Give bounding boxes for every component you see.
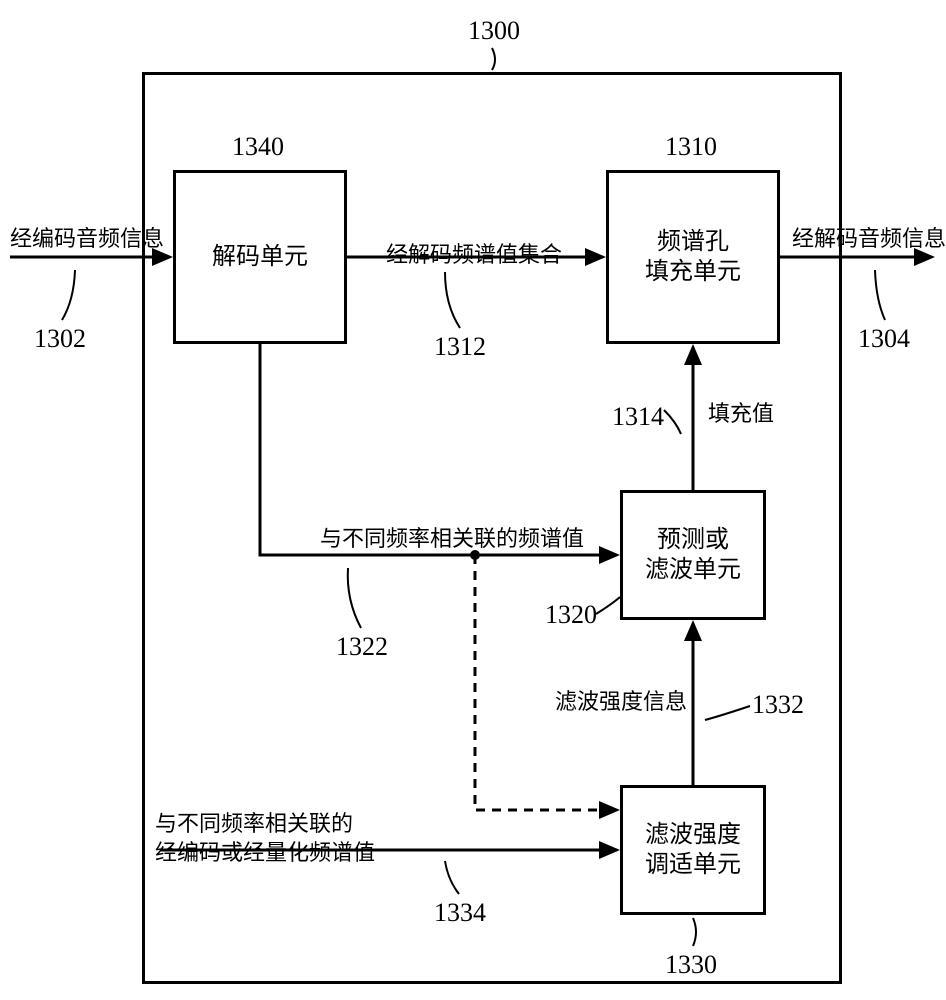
block-1330-line2: 调适单元 bbox=[645, 852, 741, 878]
block-1310-spectral-hole-fill-unit: 频谱孔 填充单元 bbox=[606, 170, 780, 344]
block-1310-line1: 频谱孔 bbox=[657, 229, 729, 255]
signal-1334-line2: 经编码或经量化频谱值 bbox=[155, 840, 375, 865]
block-1320-predict-or-filter-unit: 预测或 滤波单元 bbox=[620, 490, 766, 620]
signal-1334-line1: 与不同频率相关联的 bbox=[155, 811, 353, 836]
signal-1302-label: 经编码音频信息 bbox=[10, 225, 164, 254]
block-1310-text: 频谱孔 填充单元 bbox=[645, 227, 741, 287]
ref-1332: 1332 bbox=[752, 688, 804, 722]
block-1320-line2: 滤波单元 bbox=[645, 557, 741, 583]
ref-1322: 1322 bbox=[336, 630, 388, 664]
ref-1314: 1314 bbox=[612, 400, 664, 434]
block-1320-text: 预测或 滤波单元 bbox=[645, 525, 741, 585]
block-1340-decode-unit: 解码单元 bbox=[173, 170, 347, 344]
ref-1304: 1304 bbox=[858, 322, 910, 356]
leader-1300 bbox=[492, 48, 495, 70]
block-1320-line1: 预测或 bbox=[657, 527, 729, 553]
ref-1302: 1302 bbox=[34, 322, 86, 356]
ref-1320: 1320 bbox=[545, 598, 597, 632]
block-1340-text: 解码单元 bbox=[212, 242, 308, 272]
diagram-canvas: 解码单元 频谱孔 填充单元 预测或 滤波单元 滤波强度 调适单元 1300 13… bbox=[0, 0, 946, 1000]
block-1310-line2: 填充单元 bbox=[645, 259, 741, 285]
signal-1334-label: 与不同频率相关联的 经编码或经量化频谱值 bbox=[155, 810, 415, 867]
ref-1300: 1300 bbox=[468, 14, 520, 48]
signal-1304-label: 经解码音频信息 bbox=[792, 225, 946, 254]
signal-1322-label: 与不同频率相关联的频谱值 bbox=[320, 525, 584, 554]
block-1330-filter-strength-adapt-unit: 滤波强度 调适单元 bbox=[620, 785, 766, 915]
leader-1304 bbox=[875, 270, 885, 320]
signal-1314-label: 填充值 bbox=[708, 400, 774, 429]
leader-1302 bbox=[62, 270, 75, 320]
block-1330-text: 滤波强度 调适单元 bbox=[645, 820, 741, 880]
ref-1310: 1310 bbox=[665, 130, 717, 164]
ref-1312: 1312 bbox=[434, 330, 486, 364]
signal-1332-label: 滤波强度信息 bbox=[555, 688, 687, 717]
signal-1312-label: 经解码频谱值集合 bbox=[386, 241, 562, 270]
ref-1340: 1340 bbox=[232, 130, 284, 164]
ref-1330: 1330 bbox=[665, 948, 717, 982]
ref-1334: 1334 bbox=[434, 896, 486, 930]
block-1330-line1: 滤波强度 bbox=[645, 822, 741, 848]
